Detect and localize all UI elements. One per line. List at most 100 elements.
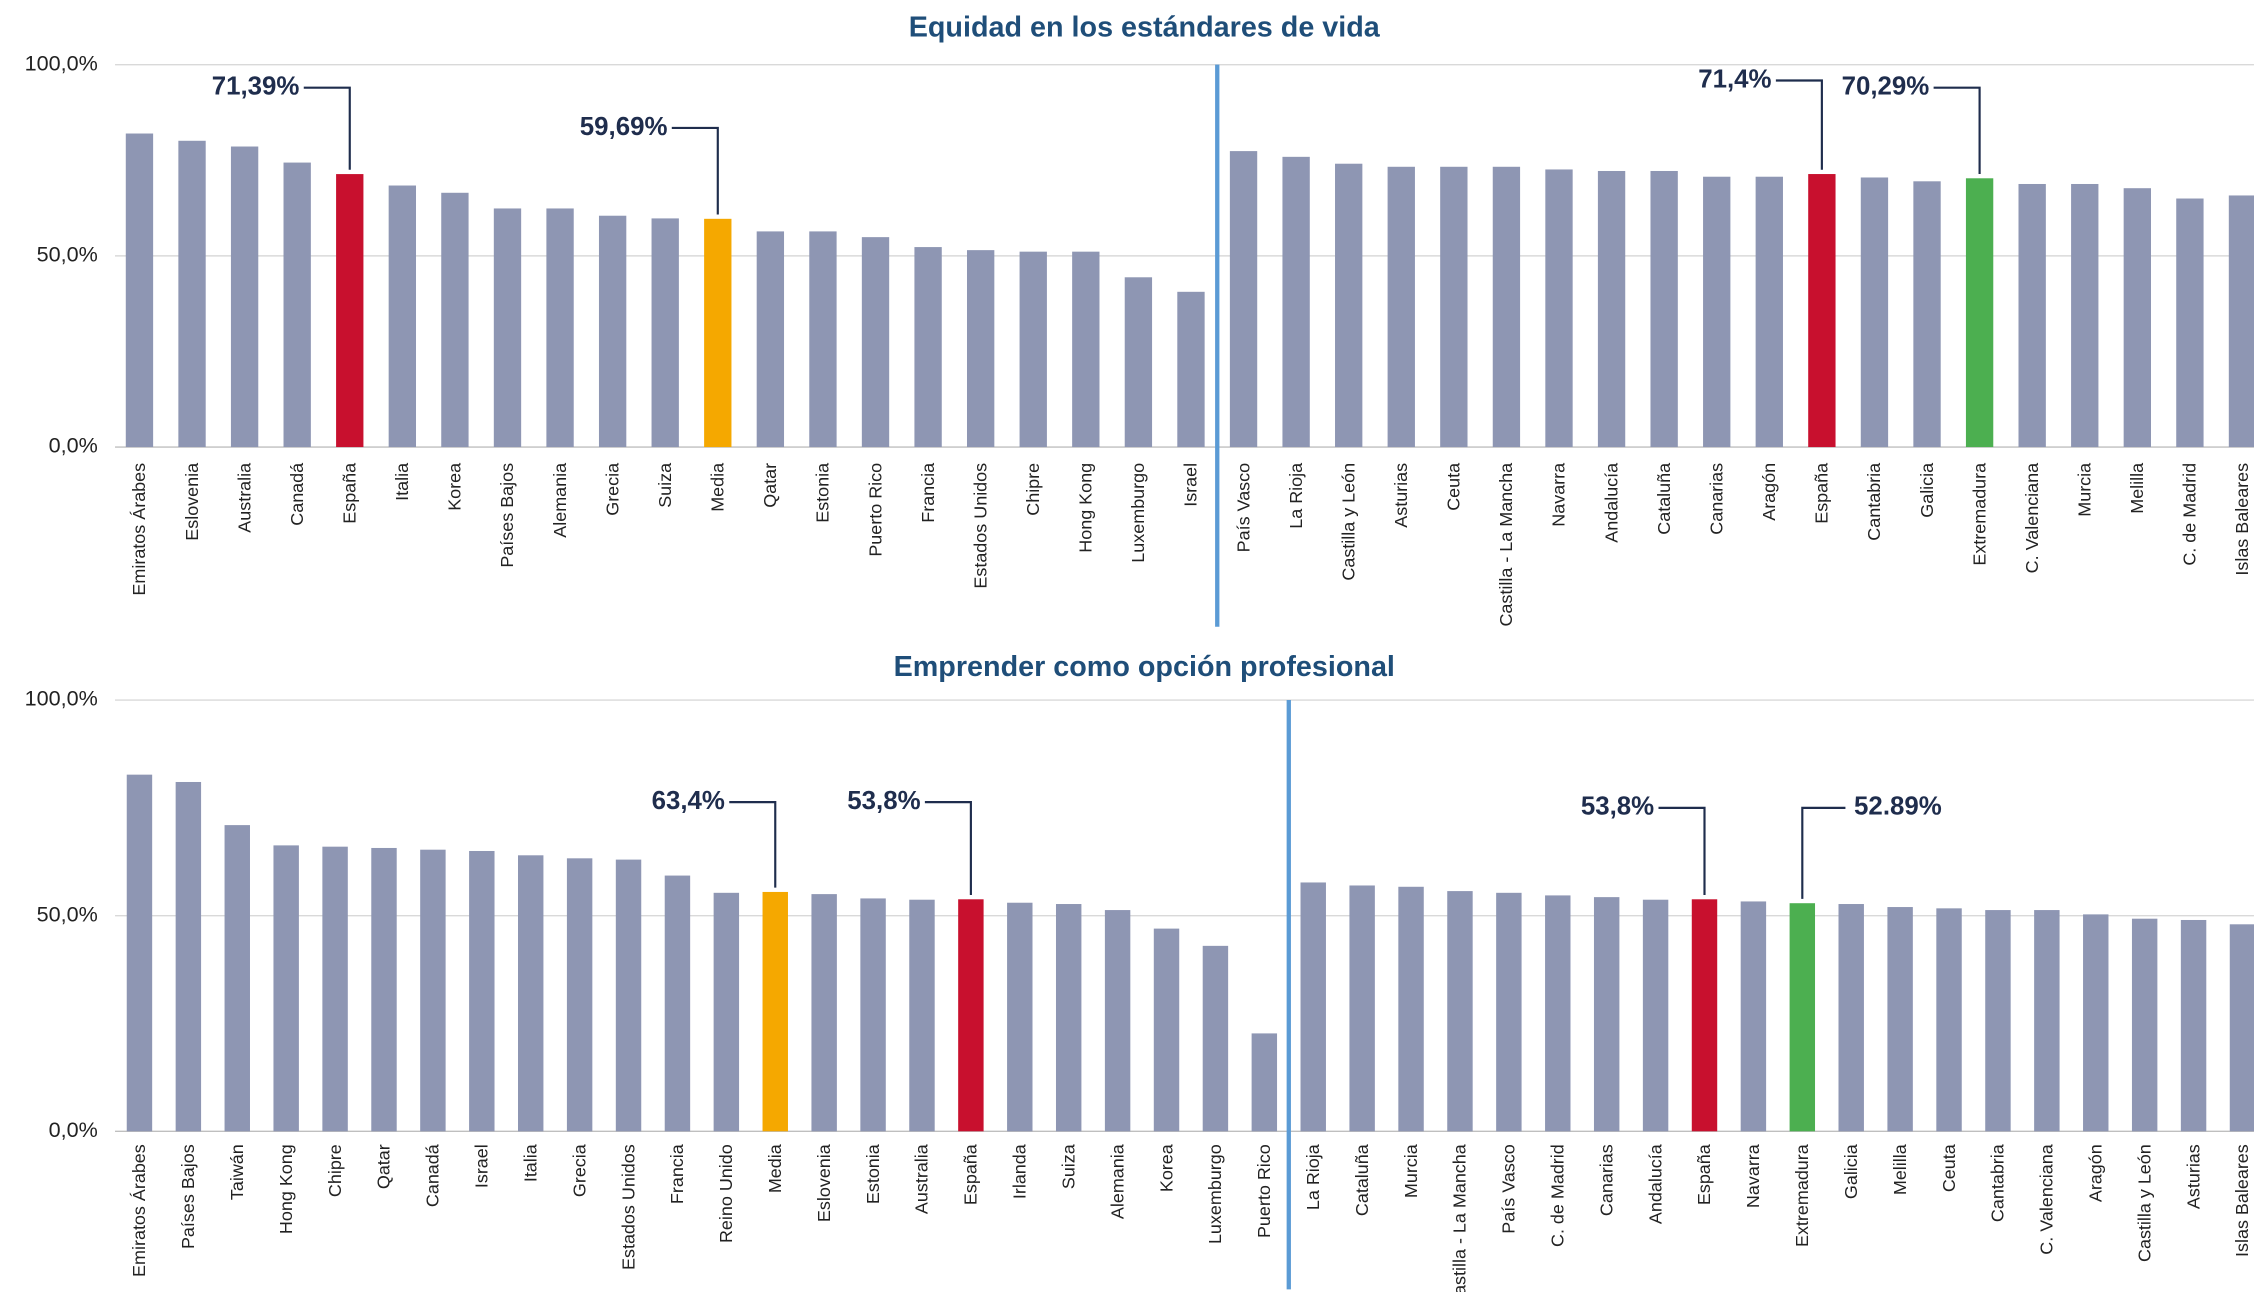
- bar: [713, 892, 740, 1132]
- x-tick-label: Francia: [667, 1144, 687, 1204]
- y-tick-label: 50,0%: [37, 901, 98, 926]
- bar: [336, 174, 364, 448]
- x-tick-label: Galicia: [1917, 463, 1937, 518]
- x-tick-label: Extremadura: [1969, 463, 1989, 566]
- x-tick-label: Países Bajos: [178, 1144, 198, 1249]
- x-tick-label: Aragón: [1759, 463, 1779, 521]
- annotation: 63,4%: [652, 787, 725, 815]
- annotation-leader: [671, 126, 719, 215]
- x-tick-label: Estados Unidos: [618, 1144, 638, 1270]
- bar: [1887, 907, 1913, 1132]
- bar: [1177, 291, 1205, 448]
- x-tick-label: La Rioja: [1286, 463, 1306, 529]
- annotation: 59,69%: [580, 113, 668, 141]
- x-tick-label: Suiza: [1058, 1144, 1078, 1189]
- bar: [1440, 166, 1468, 448]
- annotation-leader: [924, 801, 972, 895]
- chart-title: Equidad en los estándares de vida: [909, 11, 1381, 43]
- y-tick-label: 100,0%: [25, 50, 98, 75]
- bar: [1492, 166, 1521, 448]
- bar: [566, 858, 593, 1132]
- bar: [230, 146, 259, 448]
- x-tick-label: Asturias: [1391, 463, 1411, 528]
- bar: [1755, 176, 1783, 448]
- x-tick-label: Israel: [1181, 463, 1201, 507]
- annotation-leader: [1775, 79, 1823, 170]
- bar: [1642, 899, 1669, 1132]
- x-tick-label: Taiwán: [227, 1144, 247, 1200]
- bar: [1387, 166, 1415, 448]
- annotation-leader: [1658, 806, 1706, 895]
- x-tick-label: Cataluña: [1654, 463, 1674, 535]
- x-tick-label: Luxemburgo: [1128, 463, 1148, 563]
- x-tick-label: Castilla - La Mancha: [1496, 463, 1516, 627]
- x-tick-label: Emiratos Árabes: [129, 463, 149, 596]
- x-tick-label: Asturias: [2183, 1144, 2203, 1209]
- bar: [2228, 195, 2254, 448]
- bar: [914, 247, 942, 448]
- bar: [1124, 277, 1153, 448]
- x-tick-label: Estonia: [863, 1144, 883, 1204]
- bar: [1282, 156, 1310, 448]
- bar: [2071, 183, 2099, 448]
- bar: [1229, 151, 1258, 448]
- bar: [1838, 904, 1864, 1132]
- bar: [1153, 928, 1180, 1132]
- x-tick-label: La Rioja: [1303, 1144, 1323, 1210]
- x-tick-label: Qatar: [374, 1144, 394, 1189]
- bar: [1936, 908, 1962, 1132]
- x-tick-label: Murcia: [1401, 1144, 1421, 1198]
- bar: [1104, 910, 1131, 1132]
- x-tick-label: Korea: [1156, 1144, 1176, 1192]
- x-tick-label: Islas Baleares: [2232, 1144, 2252, 1257]
- bar: [1808, 174, 1836, 448]
- y-tick-label: 0,0%: [49, 433, 98, 458]
- x-tick-label: Extremadura: [1792, 1144, 1812, 1247]
- x-tick-label: Estonia: [813, 463, 833, 523]
- x-tick-label: Media: [765, 1144, 785, 1193]
- x-tick-label: Emiratos Árabes: [129, 1144, 149, 1277]
- x-tick-label: Puerto Rico: [1254, 1144, 1274, 1238]
- bar: [2083, 914, 2109, 1132]
- bar: [1545, 895, 1571, 1132]
- bar: [125, 133, 154, 448]
- bar: [126, 774, 153, 1132]
- x-tick-label: Australia: [912, 1144, 932, 1214]
- bar: [322, 846, 348, 1132]
- annotation-leader: [1933, 86, 1981, 174]
- bar: [860, 898, 886, 1132]
- bar: [704, 218, 732, 448]
- annotation: 71,4%: [1698, 65, 1771, 93]
- x-tick-label: Chipre: [1023, 463, 1043, 516]
- x-tick-label: Alemania: [1107, 1144, 1127, 1219]
- x-tick-label: Reino Unido: [716, 1144, 736, 1243]
- x-tick-label: Qatar: [760, 463, 780, 508]
- bar: [1860, 177, 1889, 448]
- x-tick-label: Navarra: [1743, 1144, 1763, 1208]
- x-tick-label: Eslovenia: [182, 463, 202, 541]
- x-tick-label: Grecia: [569, 1144, 589, 1197]
- annotation-leader: [1801, 806, 1846, 899]
- y-tick-label: 50,0%: [37, 242, 98, 267]
- x-tick-label: Puerto Rico: [865, 463, 885, 557]
- bar: [756, 231, 785, 448]
- x-tick-label: Andalucía: [1645, 1144, 1665, 1224]
- bar: [1300, 882, 1326, 1132]
- x-tick-label: España: [961, 1144, 981, 1205]
- bar: [283, 162, 311, 448]
- bar: [1913, 181, 1941, 448]
- x-tick-label: Israel: [472, 1144, 492, 1188]
- bar: [1007, 902, 1033, 1132]
- bar: [2018, 183, 2046, 448]
- x-tick-label: Ceuta: [1444, 463, 1464, 511]
- x-tick-label: Navarra: [1549, 463, 1569, 527]
- bar: [1335, 163, 1363, 448]
- bar: [861, 237, 890, 448]
- bar: [762, 891, 788, 1132]
- x-tick-label: España: [1694, 1144, 1714, 1205]
- x-tick-label: Aragón: [2086, 1144, 2106, 1202]
- x-tick-label: Australia: [234, 463, 254, 533]
- bar: [2123, 188, 2151, 448]
- x-tick-label: Castilla y León: [2134, 1144, 2154, 1262]
